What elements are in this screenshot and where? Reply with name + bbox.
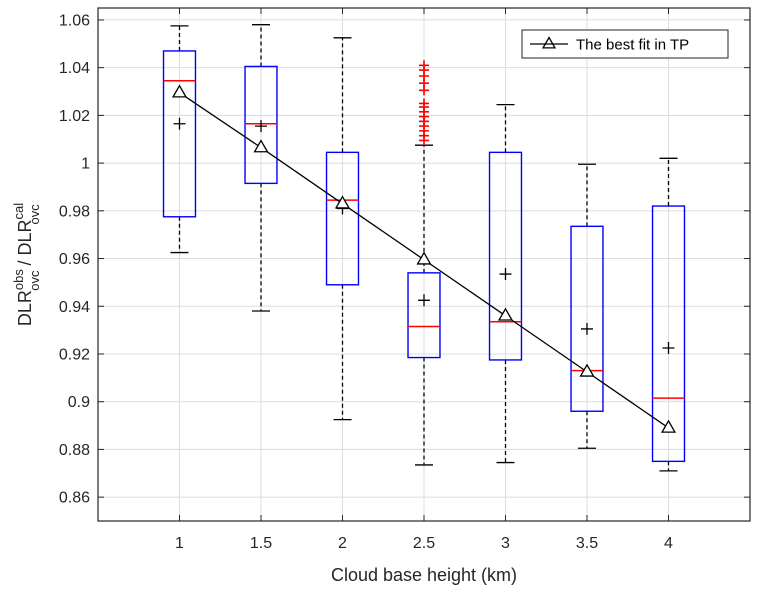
- box: [651, 157, 686, 472]
- y-axis-label-part: DLR: [15, 290, 35, 326]
- y-tick-label: 1: [81, 156, 90, 173]
- box: [162, 25, 197, 254]
- legend: The best fit in TP: [521, 29, 729, 59]
- outlier-marker: [419, 60, 429, 71]
- y-axis-label-part: obs: [11, 269, 26, 290]
- best-fit-point: [334, 195, 351, 209]
- y-tick-label: 0.94: [59, 299, 90, 316]
- box-body: [325, 151, 360, 286]
- y-tick-label: 0.88: [59, 442, 90, 459]
- y-tick-label: 0.96: [59, 251, 90, 268]
- box: [244, 24, 278, 312]
- best-fit-point: [579, 363, 595, 377]
- best-fit-series: [171, 84, 677, 433]
- best-fit-point: [660, 419, 677, 433]
- x-tick-label: 1: [175, 535, 184, 552]
- x-axis-ticks: 1 1.5 2 2.5 3 3.5 4: [175, 8, 673, 552]
- x-tick-label: 4: [664, 535, 673, 552]
- mean-marker: [581, 322, 593, 335]
- y-tick-label: 1.06: [59, 12, 90, 29]
- mean-marker: [173, 117, 186, 130]
- x-tick-label: 1.5: [250, 535, 272, 552]
- best-fit-point: [171, 84, 188, 98]
- y-axis-label-part: ovc: [27, 204, 42, 225]
- legend-triangle-marker: [541, 36, 557, 49]
- box: [488, 103, 523, 464]
- y-tick-label: 0.98: [59, 203, 90, 220]
- box-body: [488, 151, 523, 361]
- box-body: [244, 65, 278, 185]
- y-axis-label-part: ovc: [27, 270, 42, 291]
- mean-marker: [418, 294, 430, 307]
- best-fit-point: [416, 251, 432, 265]
- mean-marker: [662, 342, 675, 355]
- y-tick-label: 1.04: [59, 60, 90, 77]
- y-axis-label-part: / DLR: [15, 219, 35, 270]
- box-body: [407, 272, 441, 359]
- y-tick-label: 0.86: [59, 490, 90, 507]
- best-fit-point: [253, 139, 269, 153]
- box-body: [651, 205, 686, 463]
- y-axis-ticks: 0.86 0.88 0.9 0.92 0.94 0.96 0.98 1 1.02 1.04 1.06: [59, 12, 750, 507]
- mean-marker: [255, 120, 267, 133]
- box-group: [162, 24, 686, 472]
- x-tick-label: 3.5: [576, 535, 598, 552]
- y-tick-label: 0.9: [68, 394, 90, 411]
- box-body: [570, 225, 604, 412]
- y-axis-label-part: cal: [11, 203, 26, 220]
- y-tick-label: 1.02: [59, 108, 90, 125]
- box-body: [162, 50, 197, 218]
- x-tick-label: 3: [501, 535, 510, 552]
- x-tick-label: 2.5: [413, 535, 435, 552]
- x-tick-label: 2: [338, 535, 347, 552]
- x-axis-label: Cloud base height (km): [331, 565, 517, 585]
- y-axis-label: DLRobsovc / DLRcalovc: [11, 203, 42, 326]
- outlier-marker: [419, 98, 429, 109]
- best-fit-point: [497, 307, 514, 321]
- y-tick-label: 0.92: [59, 346, 90, 363]
- legend-entry-label: The best fit in TP: [576, 37, 689, 54]
- mean-marker: [499, 268, 512, 281]
